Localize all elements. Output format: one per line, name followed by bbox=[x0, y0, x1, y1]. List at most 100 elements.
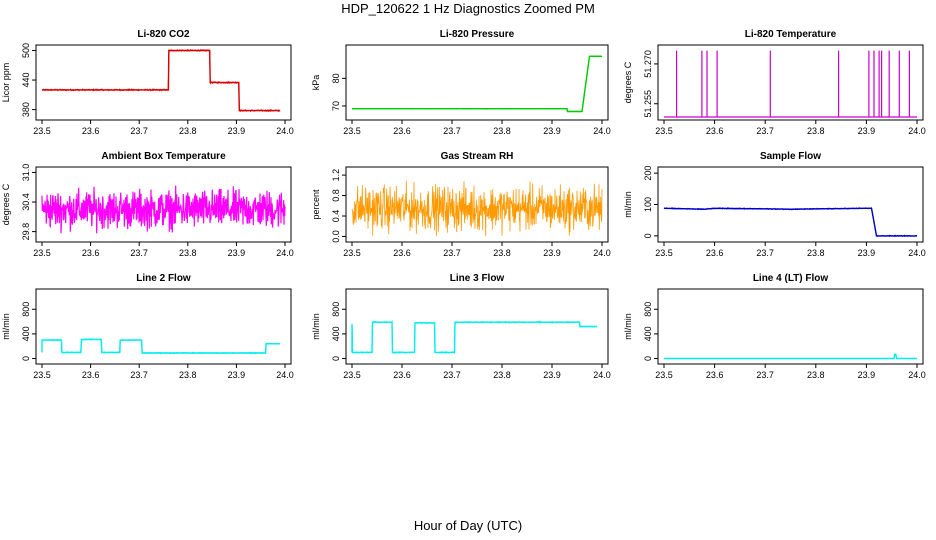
plot-frame bbox=[657, 44, 924, 121]
series-noise bbox=[41, 48, 281, 113]
y-axis-label: degrees C bbox=[1, 183, 11, 225]
panel-2: Li-820 Temperature degrees C 23.5 23.6 23.7 2… bbox=[623, 29, 926, 136]
plot-frame bbox=[345, 288, 609, 365]
series-noise bbox=[663, 206, 918, 238]
x-tick-label: 23.8 bbox=[179, 248, 197, 258]
y-tick-label: 440 bbox=[21, 73, 31, 88]
x-tick-label: 24.0 bbox=[593, 126, 611, 136]
x-tick-label: 23.5 bbox=[33, 248, 51, 258]
x-tick-label: 23.6 bbox=[82, 248, 100, 258]
plot-frame bbox=[657, 288, 924, 365]
y-tick-label: 0 bbox=[643, 356, 653, 361]
y-tick-label: 1.2 bbox=[331, 169, 341, 182]
y-tick-label: 51.270 bbox=[643, 50, 653, 78]
x-tick-label: 23.9 bbox=[228, 370, 246, 380]
y-axis-label: ml/min bbox=[1, 313, 11, 340]
x-tick-label: 23.7 bbox=[443, 370, 461, 380]
y-tick-label: 100 bbox=[643, 197, 653, 212]
y-tick-label: 380 bbox=[21, 102, 31, 117]
x-tick-label: 24.0 bbox=[908, 248, 926, 258]
x-tick-label: 23.8 bbox=[807, 248, 825, 258]
x-tick-label: 23.6 bbox=[393, 248, 411, 258]
x-tick-label: 23.8 bbox=[807, 370, 825, 380]
y-axis-label: ml/min bbox=[623, 313, 633, 340]
x-tick-label: 24.0 bbox=[908, 126, 926, 136]
y-tick-label: 400 bbox=[21, 326, 31, 341]
x-tick-label: 23.8 bbox=[493, 126, 511, 136]
x-tick-label: 24.0 bbox=[276, 370, 294, 380]
x-tick-label: 23.5 bbox=[343, 126, 361, 136]
y-tick-label: 29.8 bbox=[21, 223, 31, 241]
y-tick-label: 31.0 bbox=[21, 164, 31, 182]
x-tick-label: 23.5 bbox=[33, 126, 51, 136]
x-tick-label: 23.8 bbox=[493, 248, 511, 258]
y-tick-label: 51.255 bbox=[643, 90, 653, 118]
y-tick-label: 30.4 bbox=[21, 193, 31, 211]
series-line bbox=[664, 353, 917, 360]
x-tick-label: 23.7 bbox=[756, 248, 774, 258]
y-tick-label: 400 bbox=[643, 326, 653, 341]
x-tick-label: 23.7 bbox=[756, 126, 774, 136]
x-tick-label: 23.7 bbox=[130, 248, 148, 258]
x-tick-label: 23.8 bbox=[179, 370, 197, 380]
y-tick-label: 0.8 bbox=[331, 189, 341, 202]
x-tick-label: 23.8 bbox=[179, 126, 197, 136]
y-tick-label: 800 bbox=[331, 302, 341, 317]
y-tick-label: 800 bbox=[643, 302, 653, 317]
x-tick-label: 23.5 bbox=[655, 126, 673, 136]
x-tick-label: 23.8 bbox=[807, 126, 825, 136]
y-tick-label: 70 bbox=[331, 101, 341, 111]
plot-frame bbox=[657, 166, 924, 243]
panel-title: Sample Flow bbox=[760, 151, 821, 162]
y-axis-label: kPa bbox=[311, 75, 321, 91]
x-tick-label: 23.7 bbox=[443, 126, 461, 136]
panel-3: Ambient Box Temperature degrees C 23.5 23.6… bbox=[1, 151, 294, 258]
panel-5: Sample Flow ml/min 23.5 23.6 23.7 23.8 23.9 24.… bbox=[623, 151, 926, 258]
x-tick-label: 23.9 bbox=[858, 248, 876, 258]
x-tick-label: 23.6 bbox=[393, 370, 411, 380]
x-tick-label: 24.0 bbox=[276, 248, 294, 258]
x-tick-label: 23.6 bbox=[706, 248, 724, 258]
y-axis-label: degrees C bbox=[623, 61, 633, 103]
series-noise bbox=[664, 353, 917, 359]
series-line bbox=[664, 50, 917, 118]
x-tick-label: 23.5 bbox=[33, 370, 51, 380]
x-axis-label: Hour of Day (UTC) bbox=[413, 518, 523, 533]
x-tick-label: 23.9 bbox=[858, 370, 876, 380]
panel-title: Line 4 (LT) Flow bbox=[753, 273, 829, 284]
panel-title: Li-820 Pressure bbox=[440, 29, 515, 40]
plot-frame bbox=[35, 288, 292, 365]
plot-frame bbox=[345, 166, 609, 243]
plot-frame bbox=[345, 44, 609, 121]
y-tick-label: 500 bbox=[21, 43, 31, 58]
panel-title: Li-820 CO2 bbox=[137, 29, 190, 40]
x-tick-label: 23.7 bbox=[443, 248, 461, 258]
series-noise bbox=[351, 55, 603, 113]
x-tick-label: 23.5 bbox=[655, 370, 673, 380]
y-tick-label: 0 bbox=[21, 356, 31, 361]
x-tick-label: 23.5 bbox=[655, 248, 673, 258]
x-tick-label: 24.0 bbox=[593, 370, 611, 380]
series-line bbox=[41, 185, 286, 234]
panel-4: Gas Stream RH percent 23.5 23.6 23.7 23.8 23.9… bbox=[311, 151, 611, 258]
x-tick-label: 23.7 bbox=[130, 126, 148, 136]
y-axis-label: ml/min bbox=[311, 313, 321, 340]
y-tick-label: 0.0 bbox=[331, 230, 341, 243]
panel-title: Ambient Box Temperature bbox=[101, 151, 226, 162]
plot-frame bbox=[35, 166, 292, 243]
x-tick-label: 23.6 bbox=[82, 370, 100, 380]
y-tick-label: 800 bbox=[21, 302, 31, 317]
x-tick-label: 23.6 bbox=[706, 126, 724, 136]
y-axis-label: Licor ppm bbox=[1, 63, 11, 103]
series-line bbox=[351, 180, 603, 237]
panel-0: Li-820 CO2 Licor ppm 23.5 23.6 23.7 23.8 23.9 2… bbox=[1, 29, 294, 136]
y-tick-label: 200 bbox=[643, 166, 653, 181]
series-noise bbox=[41, 338, 281, 355]
x-tick-label: 23.9 bbox=[228, 248, 246, 258]
x-tick-label: 23.9 bbox=[858, 126, 876, 136]
panel-title: Gas Stream RH bbox=[441, 151, 514, 162]
x-tick-label: 24.0 bbox=[276, 126, 294, 136]
panel-title: Line 2 Flow bbox=[136, 273, 191, 284]
panel-title: Line 3 Flow bbox=[450, 273, 505, 284]
